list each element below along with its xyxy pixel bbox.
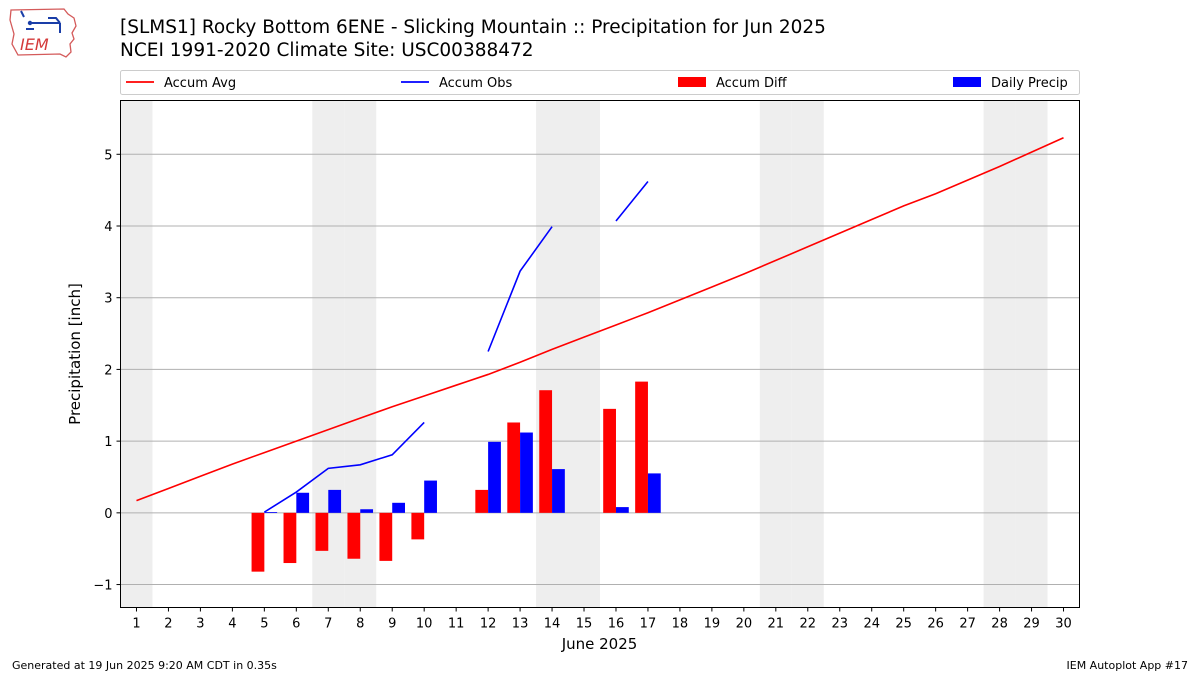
legend-label: Accum Avg: [164, 76, 236, 91]
x-tick-label: 30: [1055, 617, 1072, 632]
y-tick-label: 0: [104, 507, 112, 522]
accum-diff-bar: [635, 381, 648, 513]
x-tick-label: 24: [863, 617, 880, 632]
daily-precip-bar: [488, 441, 501, 513]
daily-precip-bar: [520, 432, 533, 513]
x-tick-label: 13: [512, 617, 529, 632]
daily-precip-bar: [552, 469, 565, 513]
accum-diff-bar: [315, 512, 329, 551]
accum-diff-bar: [475, 489, 489, 513]
y-tick-label: 1: [104, 435, 112, 450]
y-tick-label: 2: [104, 363, 112, 378]
x-axis-label: June 2025: [561, 635, 638, 653]
daily-precip-bar: [647, 473, 661, 513]
footer-generated: Generated at 19 Jun 2025 9:20 AM CDT in …: [12, 659, 277, 672]
accum-obs-line: [487, 226, 553, 352]
accum-avg-line: [136, 137, 1064, 502]
x-tick-label: 3: [196, 617, 204, 632]
x-tick-label: 4: [228, 617, 236, 632]
weekend-band: [791, 100, 824, 608]
legend-label: Daily Precip: [991, 76, 1068, 91]
accum-diff-bar: [251, 512, 265, 572]
accum-diff-bar: [347, 512, 361, 559]
x-tick-label: 25: [895, 617, 912, 632]
bars-layer: [251, 381, 661, 572]
x-tick-label: 17: [640, 617, 657, 632]
x-tick-label: 8: [356, 617, 364, 632]
weekend-band: [120, 100, 153, 608]
weekend-shading-layer: [120, 100, 1048, 608]
accum-diff-bar: [411, 512, 425, 540]
daily-precip-bar: [296, 492, 310, 513]
weather-station-icon: [20, 10, 61, 33]
daily-precip-bar: [360, 509, 374, 513]
x-tick-label: 12: [480, 617, 497, 632]
x-tick-label: 18: [672, 617, 689, 632]
weekend-band: [983, 100, 1016, 608]
daily-precip-bar: [328, 489, 342, 513]
legend-bar-swatch: [678, 77, 706, 87]
x-tick-label: 21: [768, 617, 785, 632]
legend-bar-swatch: [953, 77, 981, 87]
x-tick-label: 10: [416, 617, 433, 632]
x-tick-label: 11: [448, 617, 465, 632]
x-tick-label: 9: [388, 617, 396, 632]
x-tick-label: 19: [704, 617, 721, 632]
legend-label: Accum Diff: [716, 76, 788, 91]
x-tick-label: 5: [260, 617, 268, 632]
chart-title: [SLMS1] Rocky Bottom 6ENE - Slicking Mou…: [120, 17, 826, 38]
x-tick-label: 1: [132, 617, 140, 632]
x-tick-label: 6: [292, 617, 300, 632]
logo-text: IEM: [20, 35, 49, 54]
legend-label: Accum Obs: [439, 76, 512, 91]
accum-diff-bar: [283, 512, 297, 564]
daily-precip-bar: [424, 480, 437, 513]
chart-subtitle: NCEI 1991-2020 Climate Site: USC00388472: [120, 40, 534, 61]
y-tick-label: 3: [104, 292, 112, 307]
gridlines-layer: [120, 153, 1080, 586]
x-tick-label: 26: [927, 617, 944, 632]
x-tick-label: 23: [831, 617, 848, 632]
y-tick-label: −1: [93, 579, 112, 594]
x-tick-label: 2: [164, 617, 172, 632]
accum-diff-bar: [603, 408, 616, 513]
legend-box: [120, 70, 1080, 95]
legend: Accum Avg Accum Obs Accum Diff Daily Precip: [120, 70, 1080, 95]
accum-diff-bar: [379, 512, 393, 561]
y-tick-label: 4: [104, 220, 112, 235]
daily-precip-bar: [615, 507, 629, 513]
x-tick-label: 27: [959, 617, 976, 632]
x-tick-label: 29: [1023, 617, 1040, 632]
weekend-band: [759, 100, 792, 608]
weekend-band: [1015, 100, 1048, 608]
plot-frame: [120, 100, 1080, 608]
daily-precip-bar: [264, 512, 278, 513]
lines-layer: [136, 137, 1064, 513]
accum-diff-bar: [507, 422, 521, 513]
daily-precip-bar: [392, 502, 406, 513]
accum-obs-line: [615, 181, 649, 222]
accum-obs-line: [263, 421, 425, 513]
x-tick-label: 15: [576, 617, 593, 632]
y-axis-label: Precipitation [inch]: [66, 283, 84, 425]
x-tick-label: 22: [800, 617, 817, 632]
weekend-band: [568, 100, 600, 608]
y-tick-label: 5: [104, 148, 112, 163]
iem-logo: IEM: [9, 8, 77, 58]
x-tick-label: 20: [736, 617, 753, 632]
accum-diff-bar: [539, 390, 553, 513]
x-tick-label: 28: [991, 617, 1008, 632]
x-tick-label: 7: [324, 617, 332, 632]
x-tick-label: 16: [608, 617, 625, 632]
footer-app-id: IEM Autoplot App #17: [1066, 659, 1189, 672]
x-tick-label: 14: [544, 617, 561, 632]
